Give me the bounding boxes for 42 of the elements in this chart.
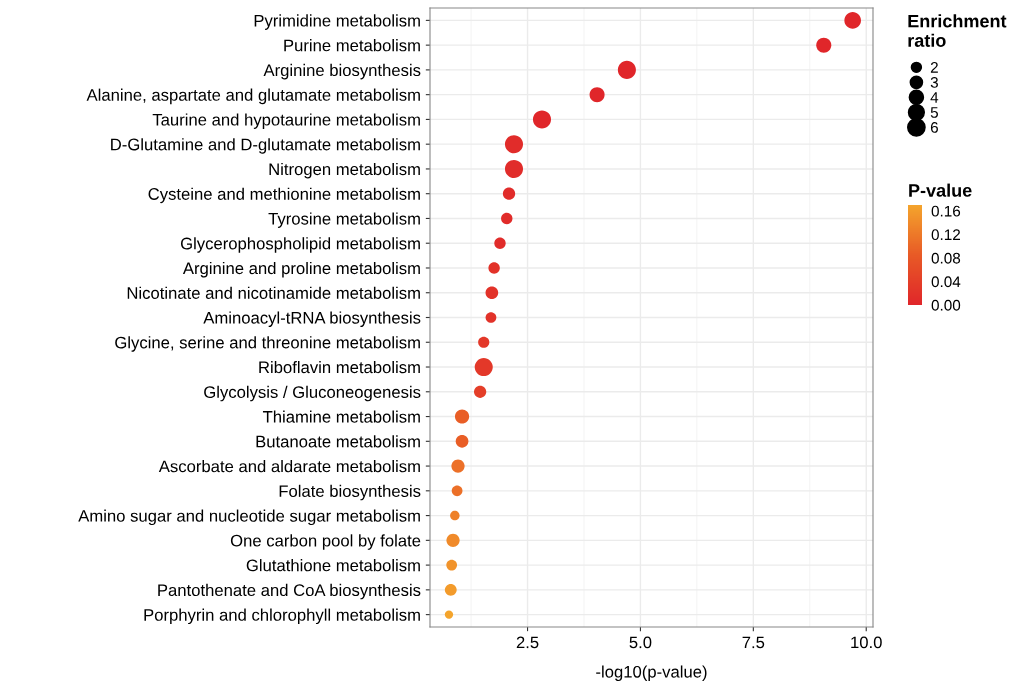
- legend-label: 3: [930, 77, 938, 88]
- y-tick-label: Glycerophospholipid metabolism: [180, 237, 420, 253]
- color-bar-title: P-value: [909, 183, 972, 197]
- y-tick-label: Alanine, aspartate and glutamate metabolism: [86, 88, 420, 105]
- x-tick-label: 2.5: [516, 636, 539, 649]
- legend-label: 6: [930, 122, 938, 133]
- color-bar-label: 0.12: [931, 229, 960, 241]
- y-tick-label: Nicotinate and nicotinamide metabolism: [127, 286, 420, 299]
- y-tick-label: Glycine, serine and threonine metabolism: [115, 336, 420, 352]
- y-tick-label: Folate biosynthesis: [279, 484, 421, 501]
- legend-label: 2: [930, 62, 938, 73]
- y-tick-label: Glutathione metabolism: [246, 559, 420, 572]
- y-tick-label: Cysteine and methionine metabolism: [148, 187, 420, 204]
- y-tick-label: Riboflavin metabolism: [259, 360, 420, 374]
- y-tick-label: Arginine biosynthesis: [263, 63, 421, 80]
- x-axis-title: -log10(p-value): [596, 665, 707, 681]
- y-tick-label: Taurine and hypotaurine metabolism: [152, 113, 420, 129]
- y-tick-label: Thiamine metabolism: [262, 410, 420, 423]
- y-tick-label: Tyrosine metabolism: [268, 212, 420, 228]
- y-tick-label: Purine metabolism: [284, 39, 420, 52]
- y-tick-label: Amino sugar and nucleotide sugar metabolism: [78, 509, 420, 526]
- color-bar-label: 0.16: [931, 205, 961, 217]
- y-tick-label: One carbon pool by folate: [230, 534, 421, 550]
- y-tick-label: Glycolysis / Gluconeogenesis: [204, 385, 421, 402]
- x-tick-label: 10.0: [851, 636, 882, 649]
- y-tick-label: Nitrogen metabolism: [269, 162, 420, 179]
- y-tick-label: Aminoacyl-tRNA biosynthesis: [203, 311, 421, 327]
- y-tick-label: Pyrimidine metabolism: [254, 14, 420, 30]
- y-tick-label: Arginine and proline metabolism: [182, 261, 420, 278]
- y-tick-label: D-Glutamine and D-glutamate metabolism: [111, 138, 420, 154]
- color-bar-label: 0.04: [931, 276, 961, 288]
- color-bar-label: 0.00: [931, 299, 961, 311]
- legend-label: 5: [930, 107, 938, 118]
- y-tick-label: Ascorbate and aldarate metabolism: [158, 460, 420, 473]
- y-tick-label: Butanoate metabolism: [256, 435, 420, 448]
- color-bar-label: 0.08: [931, 252, 961, 264]
- x-tick-label: 5.0: [629, 636, 652, 649]
- y-tick-label: Pantothenate and CoA biosynthesis: [158, 583, 421, 600]
- legend-title: Enrichment ratio: [908, 14, 1007, 47]
- y-tick-label: Porphyrin and chlorophyll metabolism: [144, 608, 420, 625]
- legend-label: 4: [930, 92, 939, 103]
- x-tick-label: 7.5: [742, 636, 765, 649]
